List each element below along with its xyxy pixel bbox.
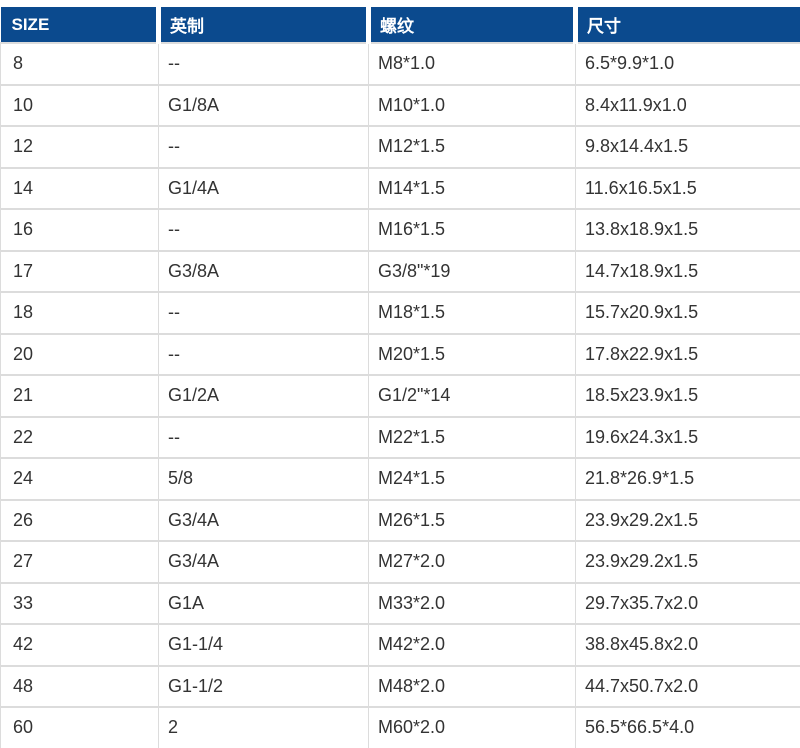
cell-dimensions: 56.5*66.5*4.0 (575, 707, 800, 748)
table-row: 42 G1-1/4 M42*2.0 38.8x45.8x2.0 (0, 624, 800, 667)
thread-size-spec-table: SIZE 英制 螺纹 尺寸 8 -- M8*1.0 6.5*9.9*1.0 10 G1/8… (0, 7, 800, 748)
header-row: SIZE 英制 螺纹 尺寸 (0, 7, 800, 44)
cell-dimensions: 17.8x22.9x1.5 (575, 333, 800, 376)
cell-dimensions: 14.7x18.9x1.5 (575, 250, 800, 293)
cell-thread: M24*1.5 (368, 458, 576, 501)
cell-dimensions: 21.8*26.9*1.5 (575, 458, 800, 501)
table-row: 16 -- M16*1.5 13.8x18.9x1.5 (0, 209, 800, 252)
cell-thread: M8*1.0 (368, 43, 576, 86)
table-row: 20 -- M20*1.5 17.8x22.9x1.5 (0, 333, 800, 376)
cell-dimensions: 11.6x16.5x1.5 (575, 167, 800, 210)
table-row: 12 -- M12*1.5 9.8x14.4x1.5 (0, 126, 800, 169)
cell-size: 16 (0, 209, 159, 252)
cell-size: 24 (0, 458, 159, 501)
cell-thread: M60*2.0 (368, 707, 576, 748)
cell-dimensions: 23.9x29.2x1.5 (575, 541, 800, 584)
column-header-dimensions: 尺寸 (573, 7, 800, 44)
cell-imperial: 2 (158, 707, 369, 748)
cell-imperial: G1A (158, 582, 369, 625)
cell-size: 17 (0, 250, 159, 293)
table-row: 17 G3/8A G3/8"*19 14.7x18.9x1.5 (0, 250, 800, 293)
table-row: 24 5/8 M24*1.5 21.8*26.9*1.5 (0, 458, 800, 501)
column-header-thread: 螺纹 (366, 7, 576, 44)
cell-size: 8 (0, 43, 159, 86)
cell-imperial: G1/4A (158, 167, 369, 210)
cell-thread: M10*1.0 (368, 84, 576, 127)
cell-size: 12 (0, 126, 159, 169)
table-row: 60 2 M60*2.0 56.5*66.5*4.0 (0, 707, 800, 748)
cell-imperial: -- (158, 209, 369, 252)
cell-dimensions: 23.9x29.2x1.5 (575, 499, 800, 542)
cell-size: 60 (0, 707, 159, 748)
table-header: SIZE 英制 螺纹 尺寸 (0, 7, 800, 44)
cell-thread: M12*1.5 (368, 126, 576, 169)
table-row: 18 -- M18*1.5 15.7x20.9x1.5 (0, 292, 800, 335)
cell-imperial: G3/8A (158, 250, 369, 293)
cell-imperial: G1/8A (158, 84, 369, 127)
cell-dimensions: 29.7x35.7x2.0 (575, 582, 800, 625)
cell-thread: G1/2"*14 (368, 375, 576, 418)
cell-imperial: -- (158, 126, 369, 169)
cell-dimensions: 44.7x50.7x2.0 (575, 665, 800, 708)
table-row: 48 G1-1/2 M48*2.0 44.7x50.7x2.0 (0, 665, 800, 708)
cell-size: 42 (0, 624, 159, 667)
cell-thread: M33*2.0 (368, 582, 576, 625)
cell-thread: M14*1.5 (368, 167, 576, 210)
cell-dimensions: 19.6x24.3x1.5 (575, 416, 800, 459)
cell-dimensions: 9.8x14.4x1.5 (575, 126, 800, 169)
table-row: 27 G3/4A M27*2.0 23.9x29.2x1.5 (0, 541, 800, 584)
column-header-size: SIZE (0, 7, 159, 44)
cell-thread: M20*1.5 (368, 333, 576, 376)
table-row: 8 -- M8*1.0 6.5*9.9*1.0 (0, 43, 800, 86)
cell-size: 18 (0, 292, 159, 335)
cell-dimensions: 13.8x18.9x1.5 (575, 209, 800, 252)
cell-imperial: -- (158, 333, 369, 376)
table-row: 33 G1A M33*2.0 29.7x35.7x2.0 (0, 582, 800, 625)
cell-thread: M18*1.5 (368, 292, 576, 335)
cell-dimensions: 38.8x45.8x2.0 (575, 624, 800, 667)
cell-imperial: -- (158, 292, 369, 335)
cell-size: 48 (0, 665, 159, 708)
cell-imperial: 5/8 (158, 458, 369, 501)
table-row: 14 G1/4A M14*1.5 11.6x16.5x1.5 (0, 167, 800, 210)
cell-imperial: G3/4A (158, 541, 369, 584)
cell-size: 14 (0, 167, 159, 210)
cell-size: 20 (0, 333, 159, 376)
cell-imperial: -- (158, 43, 369, 86)
table-row: 21 G1/2A G1/2"*14 18.5x23.9x1.5 (0, 375, 800, 418)
cell-thread: G3/8"*19 (368, 250, 576, 293)
cell-thread: M16*1.5 (368, 209, 576, 252)
cell-thread: M48*2.0 (368, 665, 576, 708)
table-row: 26 G3/4A M26*1.5 23.9x29.2x1.5 (0, 499, 800, 542)
cell-size: 26 (0, 499, 159, 542)
cell-dimensions: 18.5x23.9x1.5 (575, 375, 800, 418)
cell-imperial: G1-1/4 (158, 624, 369, 667)
cell-size: 22 (0, 416, 159, 459)
table-row: 10 G1/8A M10*1.0 8.4x11.9x1.0 (0, 84, 800, 127)
cell-imperial: -- (158, 416, 369, 459)
cell-size: 21 (0, 375, 159, 418)
table-row: 22 -- M22*1.5 19.6x24.3x1.5 (0, 416, 800, 459)
cell-thread: M42*2.0 (368, 624, 576, 667)
cell-thread: M26*1.5 (368, 499, 576, 542)
cell-size: 27 (0, 541, 159, 584)
column-header-imperial: 英制 (156, 7, 369, 44)
cell-imperial: G3/4A (158, 499, 369, 542)
cell-imperial: G1-1/2 (158, 665, 369, 708)
cell-thread: M27*2.0 (368, 541, 576, 584)
table-body: 8 -- M8*1.0 6.5*9.9*1.0 10 G1/8A M10*1.0 8.4x11… (0, 43, 800, 748)
cell-dimensions: 15.7x20.9x1.5 (575, 292, 800, 335)
cell-size: 33 (0, 582, 159, 625)
cell-thread: M22*1.5 (368, 416, 576, 459)
cell-dimensions: 6.5*9.9*1.0 (575, 43, 800, 86)
cell-size: 10 (0, 84, 159, 127)
cell-dimensions: 8.4x11.9x1.0 (575, 84, 800, 127)
cell-imperial: G1/2A (158, 375, 369, 418)
